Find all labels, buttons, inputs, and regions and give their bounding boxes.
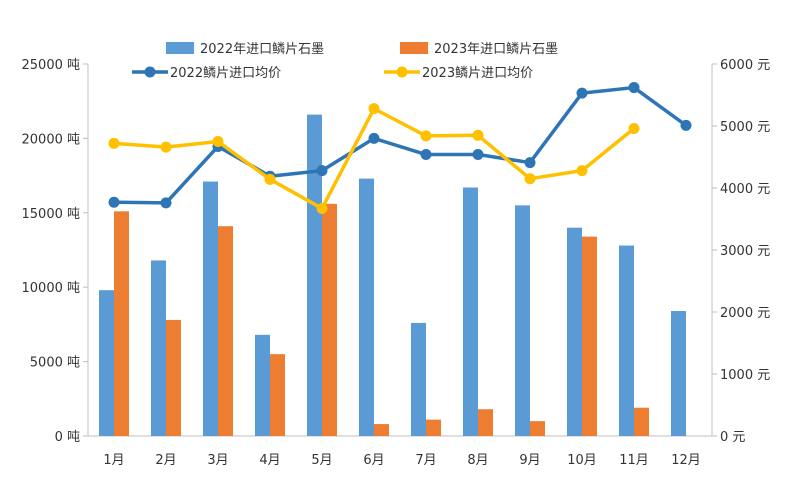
bar-2022-12 — [671, 311, 686, 436]
point-2022-1 — [108, 196, 120, 208]
right-tick-label: 5000 元 — [720, 120, 770, 135]
x-tick-label: 1月 — [103, 453, 124, 468]
x-tick-label: 7月 — [415, 453, 436, 468]
left-tick-label: 5000 吨 — [30, 356, 80, 371]
bar-2023-3 — [218, 226, 233, 436]
x-tick-label: 4月 — [259, 453, 280, 468]
legend-swatch-marker — [144, 66, 156, 78]
left-tick-label: 10000 吨 — [22, 281, 81, 296]
x-tick-label: 9月 — [519, 453, 540, 468]
right-tick-label: 4000 元 — [720, 182, 770, 197]
point-2022-5 — [316, 165, 328, 177]
bar-2023-5 — [322, 203, 337, 436]
x-tick-label: 6月 — [363, 453, 384, 468]
point-2022-11 — [628, 82, 640, 94]
bar-2023-11 — [634, 407, 649, 436]
right-tick-label: 0 元 — [720, 430, 745, 445]
bar-2022-6 — [359, 178, 374, 437]
bar-2023-1 — [114, 211, 129, 436]
left-tick-label: 25000 吨 — [22, 58, 81, 73]
left-tick-label: 20000 吨 — [22, 132, 81, 147]
left-tick-label: 0 吨 — [55, 430, 80, 445]
bars-layer — [99, 114, 686, 437]
left-tick-label: 15000 吨 — [22, 207, 81, 222]
bar-2023-7 — [426, 419, 441, 436]
x-tick-label: 11月 — [619, 453, 649, 468]
bar-2022-8 — [463, 187, 478, 436]
point-2022-8 — [472, 149, 484, 161]
point-2023-10 — [576, 165, 588, 177]
axes: 0 吨 5000 吨 10000 吨 15000 吨 20000 吨 25000 吨 0 元… — [22, 58, 771, 445]
bar-2023-8 — [478, 409, 493, 436]
legend-swatch-marker — [396, 66, 408, 78]
point-2023-6 — [368, 103, 380, 115]
legend-label: 2023年进口鳞片石墨 — [434, 42, 558, 57]
x-tick-label: 8月 — [467, 453, 488, 468]
x-tick-labels: 1月 2月 3月 4月 5月 6月 7月 8月 9月 10月 11月 12月 — [103, 453, 700, 468]
right-tick-label: 6000 元 — [720, 58, 770, 73]
point-2022-6 — [368, 132, 380, 144]
right-tick-label: 1000 元 — [720, 368, 770, 383]
x-tick-label: 3月 — [207, 453, 228, 468]
point-2023-7 — [420, 130, 432, 142]
x-tick-label: 5月 — [311, 453, 332, 468]
point-2022-10 — [576, 87, 588, 99]
bar-2022-1 — [99, 290, 114, 436]
right-tick-label: 2000 元 — [720, 306, 770, 321]
bar-2023-2 — [166, 319, 181, 436]
point-2023-2 — [160, 141, 172, 153]
bar-2022-10 — [567, 227, 582, 436]
bar-2022-7 — [411, 322, 426, 436]
point-2022-9 — [524, 157, 536, 169]
right-tick-label: 3000 元 — [720, 244, 770, 259]
line-2022-price — [113, 85, 688, 205]
bar-2023-10 — [582, 236, 597, 436]
point-2022-12 — [680, 119, 692, 131]
bar-2022-2 — [151, 260, 166, 436]
legend-swatch-bar — [400, 42, 428, 54]
point-2023-5 — [316, 202, 328, 214]
bar-2022-3 — [203, 181, 218, 436]
point-2023-4 — [264, 173, 276, 185]
bar-2022-5 — [307, 114, 322, 436]
bar-2023-9 — [530, 421, 545, 436]
x-tick-label: 12月 — [671, 453, 701, 468]
point-2023-8 — [472, 129, 484, 141]
legend-label: 2022鳞片进口均价 — [170, 66, 281, 81]
point-2023-3 — [212, 136, 224, 147]
bar-2022-9 — [515, 205, 530, 436]
x-tick-label: 2月 — [155, 453, 176, 468]
legend: 2022年进口鳞片石墨 2023年进口鳞片石墨 2022鳞片进口均价 2023鳞片进口… — [132, 42, 558, 81]
bar-2023-6 — [374, 424, 389, 436]
legend-swatch-bar — [166, 42, 194, 54]
legend-label: 2022年进口鳞片石墨 — [200, 42, 324, 57]
x-tick-label: 10月 — [567, 453, 597, 468]
bar-2022-11 — [619, 245, 634, 436]
legend-label: 2023鳞片进口均价 — [422, 66, 533, 81]
point-2023-1 — [108, 137, 120, 149]
point-2022-2 — [160, 197, 172, 209]
bar-2022-4 — [255, 334, 270, 436]
point-2023-9 — [524, 173, 536, 185]
lines-layer — [108, 82, 692, 214]
bar-2023-4 — [270, 354, 285, 436]
point-2023-11 — [628, 122, 640, 134]
point-2022-7 — [420, 149, 432, 161]
